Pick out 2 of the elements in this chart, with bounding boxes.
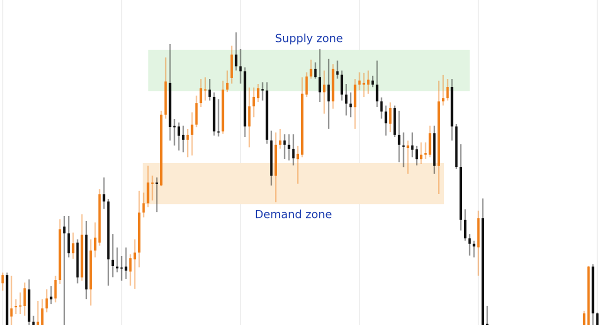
band-label: Supply zone — [276, 34, 342, 44]
band-label: Demand zone — [256, 210, 332, 218]
